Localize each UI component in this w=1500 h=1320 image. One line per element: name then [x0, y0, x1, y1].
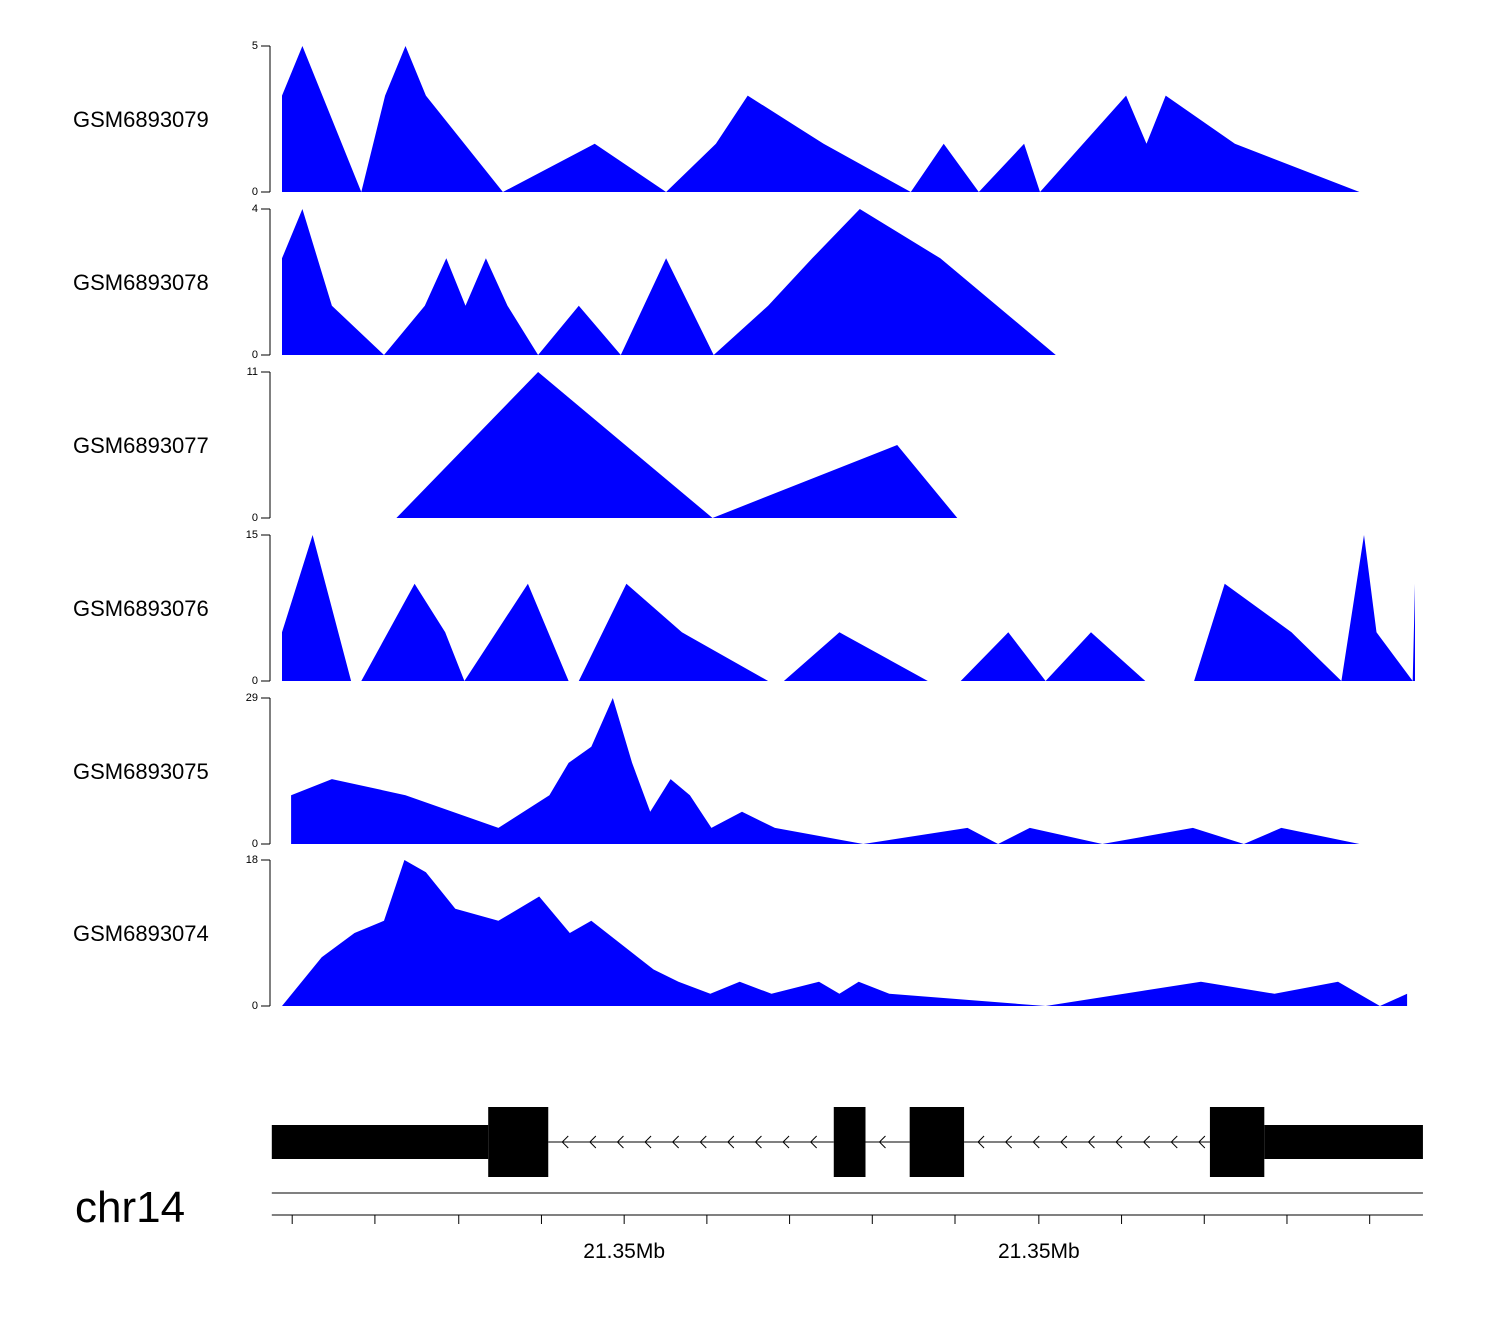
y-tick-max-label: 29 — [246, 692, 258, 704]
coverage-tracks: GSM689307950GSM689307840GSM6893077110GSM… — [73, 40, 1415, 1012]
y-tick-min-label: 0 — [252, 349, 258, 361]
strand-arrow — [561, 1135, 569, 1149]
track-label: GSM6893077 — [73, 433, 209, 458]
chromosome-label: chr14 — [75, 1183, 185, 1232]
axis-tick-label: 21.35Mb — [998, 1240, 1080, 1263]
coverage-area — [282, 46, 1360, 192]
strand-arrow — [1004, 1135, 1013, 1149]
strand-arrow — [1032, 1135, 1040, 1149]
track-GSM6893076: GSM6893076 15 0 — [73, 529, 1415, 687]
coverage-area — [396, 372, 1193, 518]
track-GSM6893075: GSM6893075 29 0 — [73, 692, 1360, 850]
exon-block — [909, 1107, 965, 1177]
axis-tick-label: 21.35Mb — [583, 1240, 665, 1263]
track-GSM6893077: GSM6893077 11 0 — [73, 366, 1193, 524]
utr-block — [1264, 1125, 1423, 1159]
strand-arrow — [782, 1135, 790, 1149]
strand-arrow — [616, 1135, 624, 1149]
strand-arrow — [1115, 1135, 1123, 1149]
strand-arrow — [727, 1135, 735, 1149]
strand-arrow — [699, 1135, 707, 1149]
coverage-area — [282, 860, 1408, 1006]
strand-arrow — [977, 1135, 985, 1149]
coverage-area — [282, 209, 1056, 355]
y-tick-min-label: 0 — [252, 1000, 258, 1012]
exon-block — [488, 1107, 549, 1177]
y-tick-min-label: 0 — [252, 512, 258, 524]
track-label: GSM6893074 — [73, 921, 209, 946]
coverage-area — [291, 698, 1360, 844]
coverage-area — [282, 535, 1415, 681]
strand-arrow — [1087, 1135, 1095, 1149]
y-tick-min-label: 0 — [252, 186, 258, 198]
track-GSM6893078: GSM6893078 4 0 — [73, 203, 1056, 361]
strand-arrow — [644, 1135, 652, 1149]
y-tick-max-label: 5 — [252, 40, 258, 52]
y-tick-max-label: 11 — [247, 366, 258, 378]
strand-arrow — [589, 1135, 597, 1149]
exon-block — [833, 1107, 866, 1177]
track-label: GSM6893078 — [73, 270, 209, 295]
strand-arrow — [878, 1135, 886, 1149]
track-GSM6893079: GSM6893079 5 0 — [73, 40, 1360, 198]
exon-block — [1209, 1107, 1265, 1177]
track-label: GSM6893079 — [73, 107, 209, 132]
strand-arrow — [1170, 1135, 1178, 1149]
y-tick-max-label: 18 — [246, 854, 258, 866]
strand-arrow — [671, 1135, 680, 1149]
track-label: GSM6893075 — [73, 759, 209, 784]
strand-arrow — [1060, 1135, 1068, 1149]
gene-model — [271, 1107, 1423, 1177]
strand-arrow — [809, 1135, 818, 1149]
track-label: GSM6893076 — [73, 596, 209, 621]
strand-arrow — [1142, 1135, 1151, 1149]
utr-block — [271, 1125, 489, 1159]
y-tick-min-label: 0 — [252, 838, 258, 850]
strand-arrow — [1198, 1135, 1206, 1149]
genome-axis: 21.35Mb 21.35Mb — [271, 1192, 1423, 1263]
y-tick-min-label: 0 — [252, 675, 258, 687]
track-GSM6893074: GSM6893074 18 0 — [73, 854, 1408, 1012]
y-tick-max-label: 15 — [246, 529, 258, 541]
strand-arrow — [754, 1135, 762, 1149]
y-tick-max-label: 4 — [252, 203, 258, 215]
